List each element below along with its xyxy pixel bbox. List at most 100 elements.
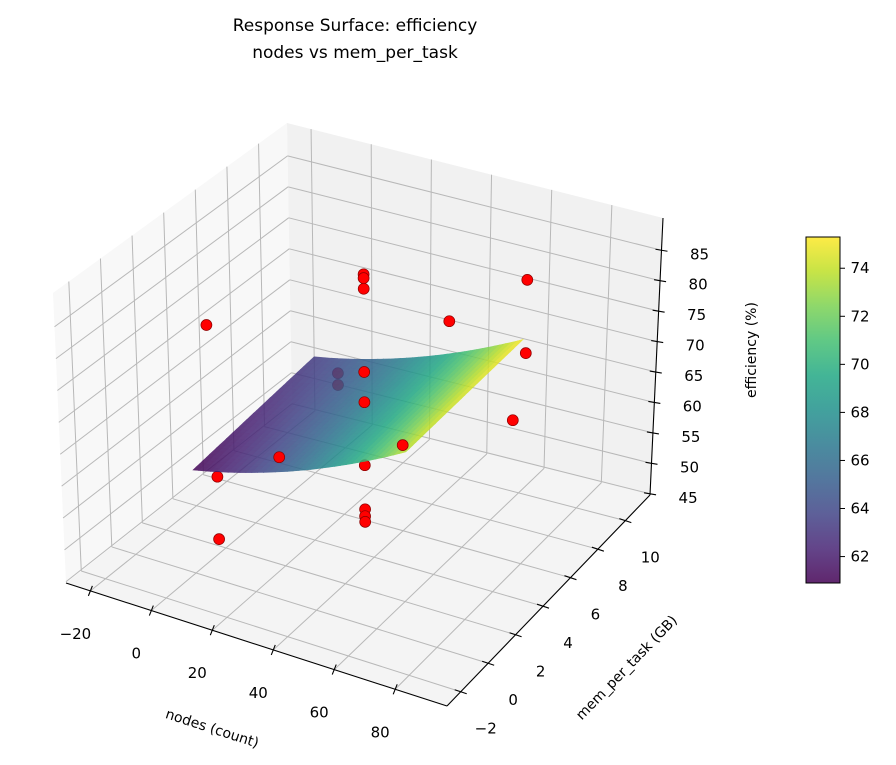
colorbar-tick-label: 68 [850, 403, 869, 421]
data-point [357, 272, 370, 284]
z-gridline-left [54, 155, 288, 328]
data-point [521, 274, 534, 286]
y-tick [619, 518, 632, 524]
y-tick [564, 575, 577, 581]
y-gridline-floor [111, 546, 489, 664]
x-gridline-floor [394, 482, 602, 690]
data-point [273, 451, 286, 464]
z-gridline-back [288, 186, 661, 282]
data-point [519, 347, 532, 359]
z-gridline-back [289, 279, 656, 373]
y-tick [481, 660, 495, 666]
colorbar-tick-label: 72 [850, 307, 869, 325]
x-axis-line [65, 582, 448, 707]
y-tick-label: 2 [536, 663, 546, 681]
colorbar-frame [805, 236, 841, 584]
z-gridline-left [57, 217, 289, 391]
data-point [443, 315, 456, 328]
colorbar-tick-label: 62 [850, 548, 869, 566]
y-tick-label: 0 [508, 691, 518, 709]
z-tick-label: 75 [687, 306, 706, 324]
z-tick [645, 461, 658, 465]
y-gridline-left [258, 143, 266, 427]
y-gridline-left [131, 235, 143, 523]
x-tick [392, 684, 398, 695]
y-gridline-left [194, 189, 204, 475]
x-gridline-back [600, 205, 613, 483]
x-tick [209, 625, 215, 636]
x-tick-label: 40 [249, 684, 268, 702]
z-tick [643, 492, 657, 496]
y-tick-label: 4 [563, 634, 573, 652]
y-gridline-left [99, 258, 113, 547]
y-tick-label: 8 [618, 577, 628, 595]
y-tick-label: 10 [641, 549, 660, 567]
x-tick [148, 605, 154, 616]
z-axis-line [649, 217, 664, 496]
z-tick [652, 309, 665, 313]
y-tick [536, 603, 550, 609]
z-gridline-left [58, 248, 290, 423]
x-tick-label: 80 [371, 723, 390, 741]
y-gridline-left [163, 212, 174, 499]
x-tick [331, 664, 337, 675]
z-tick-label: 80 [689, 276, 708, 294]
y-tick-label: 6 [591, 606, 601, 624]
response-surface [192, 338, 525, 473]
y-gridline-floor [203, 474, 571, 579]
z-gridline-left [55, 186, 289, 360]
colorbar-tick-label: 74 [850, 259, 869, 277]
x-axis-label: nodes (count) [163, 706, 260, 751]
z-tick-label: 65 [684, 367, 703, 385]
z-gridline-left [62, 341, 292, 519]
data-point [506, 414, 519, 427]
y-tick [454, 689, 467, 695]
data-point [200, 319, 213, 331]
data-point [359, 516, 372, 528]
y-axis-line [446, 494, 651, 707]
z-tick-label: 55 [681, 428, 700, 446]
y-gridline-floor [172, 498, 544, 607]
y-gridline-left [68, 281, 82, 571]
z-tick-label: 45 [679, 489, 698, 507]
y-tick [509, 632, 522, 638]
z-gridline-left [64, 372, 292, 551]
axis-lines [65, 217, 668, 707]
chart-title-line-1: Response Surface: efficiency [233, 16, 478, 36]
z-tick-label: 85 [690, 245, 709, 263]
y-gridline-floor [81, 570, 461, 693]
y-axis-label: mem_per_task (GB) [573, 613, 681, 724]
x-gridline-back [486, 174, 493, 454]
z-tick-label: 50 [680, 458, 699, 476]
data-point [357, 282, 370, 295]
left-pane [53, 123, 292, 583]
data-point [396, 439, 409, 451]
z-tick [651, 340, 664, 344]
z-tick [655, 248, 668, 252]
z-tick-label: 70 [686, 337, 705, 355]
surface-facet [398, 448, 411, 454]
x-tick-label: 20 [188, 664, 207, 682]
z-tick-label: 60 [683, 398, 702, 416]
z-gridline-left [61, 310, 291, 487]
z-gridline-back [288, 217, 659, 312]
y-tick-label: −2 [475, 720, 497, 738]
y-gridline-floor [142, 522, 516, 636]
chart-title-line-2: nodes vs mem_per_task [252, 43, 458, 63]
x-gridline-back [543, 189, 553, 469]
x-tick [87, 585, 93, 597]
data-point [358, 366, 371, 378]
z-axis-label: efficiency (%) [744, 302, 760, 398]
z-tick [648, 400, 661, 405]
z-tick [653, 279, 667, 283]
z-gridline-back [287, 155, 662, 251]
z-tick [646, 431, 660, 435]
scatter-points-above-surface [200, 268, 534, 464]
x-gridline-floor [272, 453, 488, 651]
z-tick [649, 370, 662, 374]
x-gridline-floor [333, 467, 545, 670]
x-tick-label: 60 [310, 704, 329, 722]
data-point [211, 470, 224, 483]
